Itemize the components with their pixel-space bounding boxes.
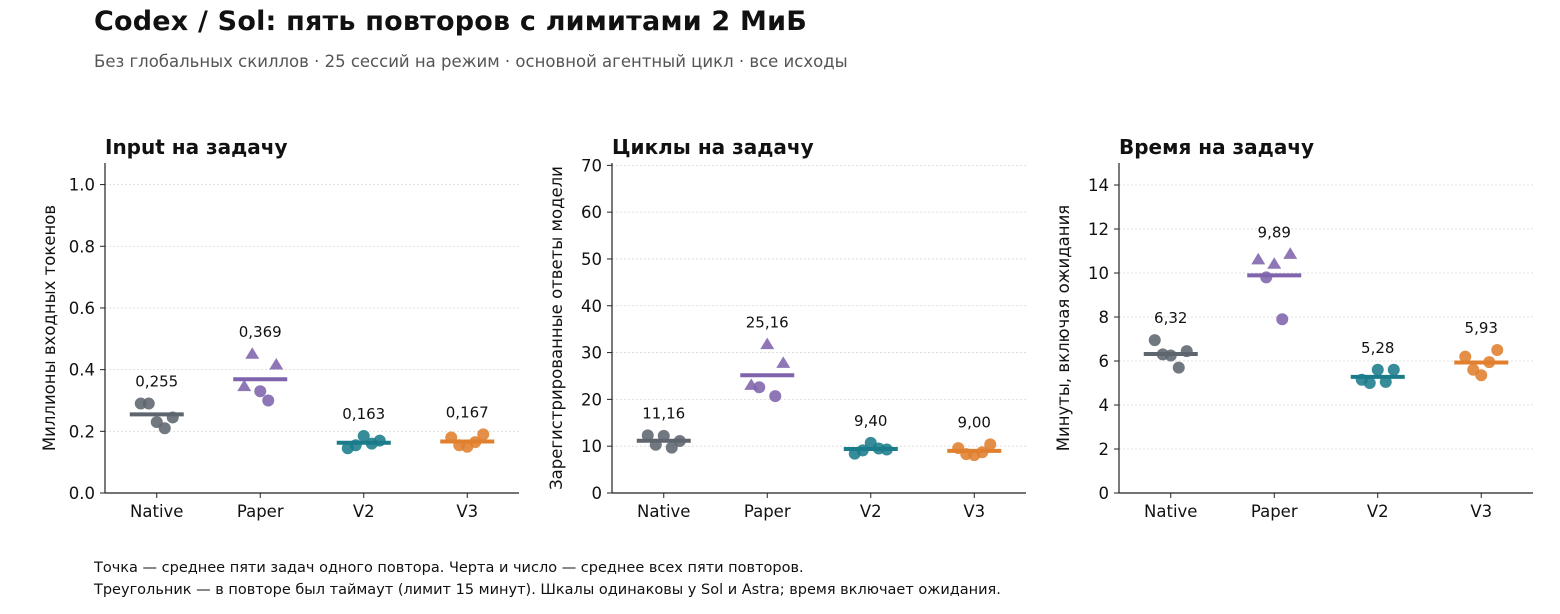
- mean-label: 9,40: [854, 412, 887, 430]
- x-tick-label: V3: [963, 502, 985, 521]
- x-tick-label: V2: [353, 502, 375, 521]
- y-tick-label: 0.2: [69, 422, 95, 441]
- y-axis-label: Зарегистрированные ответы модели: [547, 166, 566, 490]
- panel-title: Время на задачу: [1119, 135, 1314, 159]
- repeat-mean-point: [357, 429, 370, 442]
- repeat-mean-point: [769, 390, 782, 403]
- y-tick-label: 20: [581, 390, 602, 409]
- y-tick-label: 0.6: [69, 299, 95, 318]
- y-tick-label: 8: [1099, 308, 1110, 327]
- mean-label: 0,369: [239, 323, 282, 341]
- timeout-triangle-point: [245, 347, 260, 359]
- mean-label: 9,89: [1258, 223, 1291, 241]
- repeat-mean-point: [1379, 375, 1392, 388]
- repeat-mean-point: [1371, 363, 1384, 376]
- x-tick-label: Native: [637, 502, 690, 521]
- repeat-mean-point: [142, 397, 155, 410]
- y-axis-label: Миллионы входных токенов: [40, 205, 59, 451]
- mean-label: 0,163: [342, 405, 385, 423]
- y-tick-label: 70: [581, 156, 602, 175]
- repeat-mean-point: [1172, 361, 1185, 374]
- x-tick-label: Paper: [237, 502, 284, 521]
- mean-label: 0,255: [135, 373, 178, 391]
- y-tick-label: 10: [581, 437, 602, 456]
- x-tick-label: Paper: [1251, 502, 1298, 521]
- footnote-line-1: Точка — среднее пяти задач одного повтор…: [94, 560, 804, 576]
- repeat-mean-point: [984, 438, 997, 451]
- y-tick-label: 30: [581, 344, 602, 363]
- repeat-mean-point: [1459, 350, 1472, 363]
- timeout-triangle-point: [776, 356, 791, 368]
- mean-label: 11,16: [642, 404, 685, 422]
- repeat-mean-point: [1148, 334, 1161, 347]
- y-tick-label: 4: [1099, 396, 1110, 415]
- x-tick-label: Paper: [744, 502, 791, 521]
- mean-label: 5,28: [1361, 339, 1394, 357]
- mean-label: 0,167: [446, 403, 489, 421]
- timeout-triangle-point: [1267, 257, 1282, 269]
- repeat-mean-point: [1276, 313, 1289, 326]
- y-tick-label: 2: [1099, 440, 1110, 459]
- repeat-mean-point: [665, 441, 678, 454]
- timeout-triangle-point: [237, 379, 252, 392]
- timeout-triangle-point: [760, 337, 775, 350]
- x-tick-label: V2: [860, 502, 882, 521]
- page-subtitle: Без глобальных скиллов · 25 сессий на ре…: [94, 52, 848, 71]
- repeat-mean-point: [1475, 369, 1488, 382]
- repeat-mean-point: [641, 429, 654, 442]
- x-tick-label: Native: [130, 502, 183, 521]
- repeat-mean-point: [1491, 344, 1504, 356]
- repeat-mean-point: [254, 385, 267, 398]
- repeat-mean-point: [753, 381, 766, 394]
- y-tick-label: 50: [581, 250, 602, 269]
- footnote-line-2: Треугольник — в повторе был таймаут (лим…: [94, 581, 1001, 598]
- panel-title: Циклы на задачу: [612, 135, 814, 159]
- timeout-triangle-point: [1283, 247, 1298, 259]
- x-tick-label: V3: [1470, 502, 1492, 521]
- y-tick-label: 14: [1088, 176, 1109, 195]
- timeout-triangle-point: [269, 358, 284, 370]
- mean-label: 9,00: [958, 413, 991, 431]
- mean-label: 5,93: [1465, 319, 1498, 337]
- x-tick-label: V2: [1367, 502, 1389, 521]
- footnotes: Точка — среднее пяти задач одного повтор…: [94, 558, 1001, 601]
- repeat-mean-point: [158, 422, 171, 435]
- y-tick-label: 10: [1088, 264, 1109, 283]
- x-tick-label: Native: [1144, 502, 1197, 521]
- y-tick-label: 0.4: [69, 361, 95, 380]
- y-tick-label: 1.0: [69, 176, 95, 195]
- repeat-mean-point: [1387, 363, 1400, 376]
- repeat-mean-point: [477, 428, 490, 441]
- repeat-mean-point: [262, 394, 275, 407]
- repeat-mean-point: [1363, 377, 1376, 389]
- page-title: Codex / Sol: пять повторов с лимитами 2 …: [94, 6, 807, 37]
- y-tick-label: 0: [592, 484, 603, 503]
- x-tick-label: V3: [456, 502, 478, 521]
- y-tick-label: 12: [1088, 220, 1109, 239]
- y-tick-label: 40: [581, 297, 602, 316]
- y-tick-label: 0.8: [69, 237, 95, 256]
- timeout-triangle-point: [1251, 252, 1266, 265]
- panel-title: Input на задачу: [105, 135, 288, 159]
- y-axis-label: Минуты, включая ожидания: [1054, 205, 1073, 451]
- mean-label: 25,16: [746, 314, 789, 332]
- y-tick-label: 60: [581, 203, 602, 222]
- y-tick-label: 0.0: [69, 484, 95, 503]
- mean-label: 6,32: [1154, 309, 1187, 327]
- repeat-mean-point: [373, 434, 386, 447]
- y-tick-label: 6: [1099, 352, 1110, 371]
- y-tick-label: 0: [1099, 484, 1110, 503]
